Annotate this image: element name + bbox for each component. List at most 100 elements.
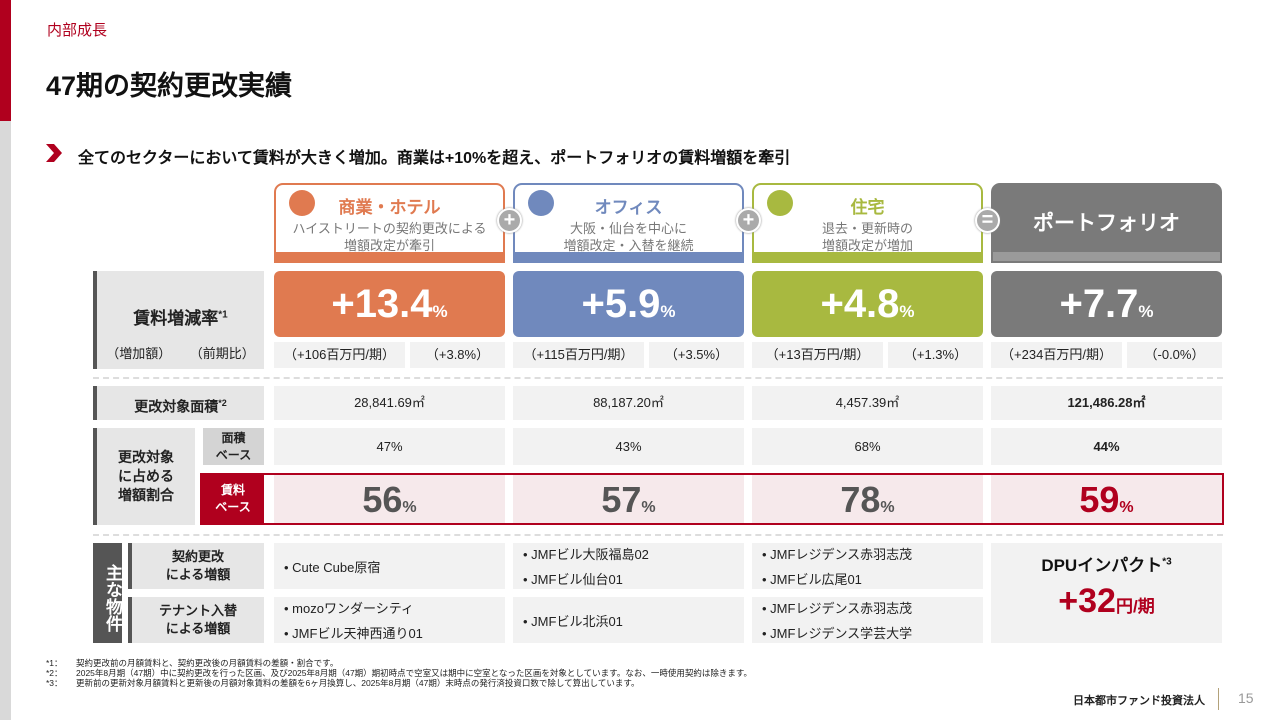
property-list: • JMFレジデンス赤羽志茂 • JMFレジデンス学芸大学 [752,597,983,643]
sector-desc: 増額改定が牽引 [343,238,435,253]
page-title: 47期の契約更改実績 [46,71,293,101]
property-name: JMFレジデンス赤羽志茂 [770,547,913,562]
list-item: • mozoワンダーシティ [284,601,414,616]
property-name: JMFビル大阪福島02 [531,547,649,562]
amount-portfolio: （+234百万円/期） [991,342,1122,368]
rent-base-unit: % [641,499,656,516]
label-renewal: 契約更改 による増額 [128,543,264,589]
divider [93,534,1223,536]
label-rent-base: 賃料 ベース [202,475,264,523]
portfolio-name: ポートフォリオ [1033,212,1180,235]
list-item: • JMFビル大阪福島02 [523,547,649,562]
sector-name: 住宅 [850,198,885,217]
equals-icon: = [975,208,1000,233]
label-main-properties: 主な物件 [93,543,122,643]
label-renewal-2: による増額 [165,567,231,582]
dpu-unit: 円/期 [1115,597,1155,616]
label-share-1: 更改対象 [118,449,174,465]
rate-unit: % [660,302,676,321]
property-list: • JMFビル北浜01 [513,597,744,643]
property-name: JMFレジデンス赤羽志茂 [770,601,913,616]
chevron-right-icon [46,144,62,162]
header-portfolio: ポートフォリオ [991,183,1222,263]
label-renewal-1: 契約更改 [171,549,224,564]
area-base-commercial: 47% [274,428,505,465]
sidebar-bar [0,121,11,720]
label-replace-1: テナント入替 [158,603,237,618]
area-residential: 4,457.39㎡ [752,386,983,420]
header-commercial: 商業・ホテル ハイストリートの契約更改による 増額改定が牽引 [274,183,505,263]
list-item: • JMFレジデンス学芸大学 [762,626,913,641]
yoy-portfolio: （-0.0%） [1127,342,1222,368]
label-yoy: （前期比） [189,346,255,361]
rent-base-value: 59 [1079,479,1120,520]
rent-base-residential: 78% [752,475,983,523]
rent-base-unit: % [402,499,417,516]
shopping-bag-icon [289,190,315,216]
footnote: *3： 更新前の更新対象月額賃料と更新後の月額対象賃料の差額を6ヶ月換算し、202… [46,677,639,689]
tree-icon [767,190,793,216]
property-name: JMFビル北浜01 [531,613,623,629]
sector-name: オフィス [594,198,663,217]
footnote: *2： 2025年8月期（47期）中に契約更改を行った区画、及び2025年8月期（… [46,667,752,679]
property-list: • mozoワンダーシティ • JMFビル天神西通り01 [274,597,505,643]
rate-value: +13.4 [331,282,433,326]
page-number: 15 [1238,690,1254,706]
area-base-residential: 68% [752,428,983,465]
header-bar [754,252,981,261]
footnote-mark: *1： [46,658,63,668]
rate-value: +7.7 [1059,282,1139,326]
lead-text: 全てのセクターにおいて賃料が大きく増加。商業は+10%を超え、ポートフォリオの賃… [78,150,791,167]
header-bar [515,252,742,261]
rent-base-office: 57% [513,475,744,523]
footnote-ref: *2 [218,398,227,408]
label-area-base: 面積 ベース [203,428,264,465]
footnote-text: 2025年8月期（47期）中に契約更改を行った区画、及び2025年8月期（47期… [76,668,752,678]
area-portfolio: 121,486.28㎡ [991,386,1222,420]
property-name: JMFビル広尾01 [770,572,862,587]
footnote-text: 契約更改前の月額賃料と、契約更改後の月額賃料の差額・割合です。 [76,658,339,668]
list-item: • JMFレジデンス赤羽志茂 [762,601,913,616]
list-item: • JMFビル北浜01 [523,613,623,629]
list-item: • Cute Cube原宿 [284,559,381,575]
list-item: • JMFレジデンス赤羽志茂 [762,547,913,562]
amount-commercial: （+106百万円/期） [274,342,405,368]
label-area-base-2: ベース [215,448,252,462]
rate-value: +4.8 [820,282,900,326]
area-base-portfolio: 44% [991,428,1222,465]
property-name: JMFビル天神西通り01 [292,626,423,641]
label-rent-base-2: ベース [215,500,251,514]
area-commercial: 28,841.69㎡ [274,386,505,420]
rate-unit: % [432,302,448,321]
label-replace-2: による増額 [165,621,231,636]
property-list: • JMFビル大阪福島02 • JMFビル仙台01 [513,543,744,589]
rent-base-portfolio: 59% [991,475,1222,523]
property-list: • Cute Cube原宿 [274,543,505,589]
list-item: • JMFビル仙台01 [523,572,623,587]
label-area-text: 更改対象面積 [134,398,219,415]
sector-desc: 増額改定・入替を継続 [563,238,694,253]
rate-portfolio: +7.7% [991,271,1222,337]
footnote-ref: *1 [218,309,228,321]
property-list: • JMFレジデンス赤羽志茂 • JMFビル広尾01 [752,543,983,589]
label-amount: （増加額） [106,346,172,361]
property-name: Cute Cube原宿 [292,559,381,575]
area-base-office: 43% [513,428,744,465]
dpu-value: +32 [1058,582,1116,620]
rate-unit: % [1138,302,1154,321]
rent-base-value: 78 [840,479,881,520]
building-icon [528,190,554,216]
label-share-2: に占める [118,468,174,484]
amount-residential: （+13百万円/期） [752,342,883,368]
rent-base-unit: % [880,499,895,516]
sector-name: 商業・ホテル [338,198,441,217]
sector-desc: 退去・更新時の [821,221,913,236]
property-name: JMFレジデンス学芸大学 [770,626,913,641]
sector-desc: ハイストリートの契約更改による [292,221,487,236]
header-office: オフィス 大阪・仙台を中心に 増額改定・入替を継続 [513,183,744,263]
sector-desc: 大阪・仙台を中心に [569,221,687,236]
rate-residential: +4.8% [752,271,983,337]
rent-base-commercial: 56% [274,475,505,523]
label-share-3: 増額割合 [118,487,174,503]
footnote-mark: *2： [46,668,63,678]
